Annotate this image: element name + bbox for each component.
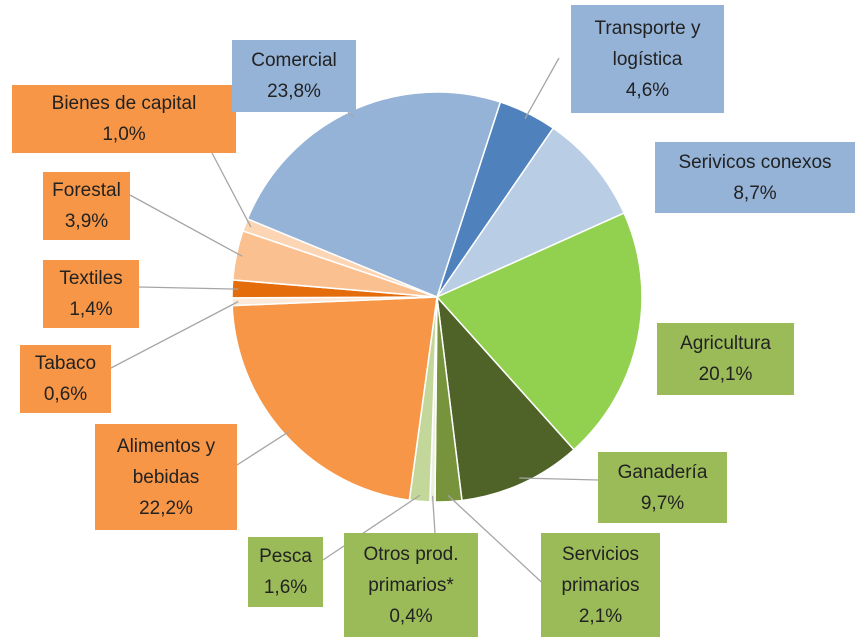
value-label: 20,1%: [698, 364, 753, 385]
leader-line: [211, 152, 252, 228]
leader-line: [322, 494, 421, 561]
leader-line: [236, 430, 291, 466]
value-label: 1,6%: [263, 577, 308, 598]
leader-line: [347, 111, 355, 117]
data-label: Servicios primarios 2,1%: [541, 533, 660, 637]
value-label: 8,7%: [733, 182, 777, 204]
value-label: 9,7%: [640, 492, 685, 514]
category-label: Serivicos conexos: [678, 151, 832, 173]
data-label: Transporte y logística 4,6%: [571, 5, 724, 113]
category-label: Agricultura: [680, 333, 771, 354]
category-label: Comercial: [251, 50, 337, 71]
data-label: Forestal 3,9%: [43, 172, 130, 240]
data-label: Ganadería 9,7%: [598, 452, 727, 523]
value-label: 3,9%: [64, 211, 109, 232]
category-label: Ganadería: [617, 461, 708, 483]
category-label: Forestal: [52, 180, 121, 201]
category-label: Otros prod. primarios*: [363, 543, 459, 596]
category-label: Tabaco: [34, 353, 97, 374]
leader-line: [431, 495, 436, 534]
data-label: Textiles 1,4%: [43, 260, 139, 328]
value-label: 0,4%: [389, 605, 433, 627]
leader-line: [110, 301, 239, 369]
data-label: Agricultura 20,1%: [657, 323, 794, 395]
pie-slice: [434, 127, 626, 299]
value-label: 1,4%: [69, 299, 113, 320]
value-label: 22,2%: [139, 497, 193, 519]
leader-line: [138, 286, 239, 290]
pie-slice: [435, 212, 643, 451]
data-label: Comercial 23,8%: [232, 40, 356, 112]
category-label: Servicios primarios: [561, 543, 640, 596]
leader-line: [519, 477, 599, 481]
category-label: Transporte y logística: [594, 17, 701, 70]
value-label: 4,6%: [625, 79, 670, 101]
data-label: Tabaco 0,6%: [20, 345, 111, 413]
value-label: 23,8%: [267, 81, 321, 102]
data-label: Bienes de capital 1,0%: [12, 85, 236, 153]
category-label: Textiles: [59, 268, 123, 289]
data-label: Pesca 1,6%: [248, 537, 323, 607]
leader-line: [447, 495, 551, 591]
value-label: 0,6%: [43, 384, 88, 405]
leader-line: [129, 194, 243, 257]
value-label: 1,0%: [102, 124, 146, 145]
leader-line: [524, 57, 560, 120]
data-label: Otros prod. primarios* 0,4%: [344, 533, 478, 637]
category-label: Alimentos y bebidas: [116, 435, 216, 488]
data-label: Serivicos conexos 8,7%: [655, 142, 855, 213]
pie-slice: [231, 296, 438, 501]
data-label: Alimentos y bebidas 22,2%: [95, 424, 237, 530]
category-label: Bienes de capital: [51, 93, 197, 114]
pie-slice: [435, 294, 575, 502]
value-label: 2,1%: [578, 605, 623, 627]
category-label: Pesca: [259, 546, 312, 567]
